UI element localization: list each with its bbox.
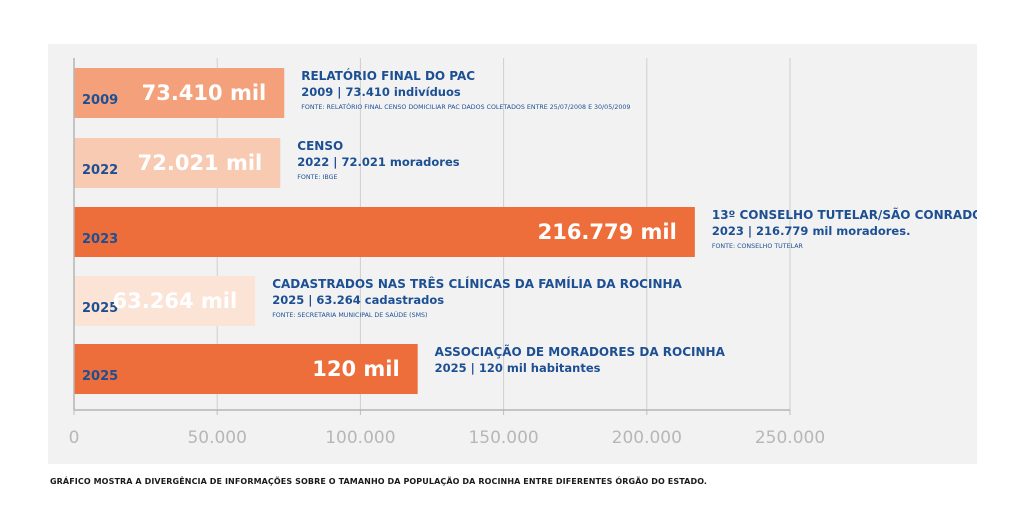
bar bbox=[74, 68, 285, 118]
x-tick-label: 250.000 bbox=[755, 428, 825, 448]
bar-layer: 2009 73.410 mil 2022 72.021 mil 2023 216.779 … bbox=[74, 68, 695, 394]
population-bar-chart: 2009 73.410 mil 2022 72.021 mil 2023 216.779 … bbox=[69, 58, 977, 448]
annotation-source: FONTE: IBGE bbox=[297, 174, 337, 181]
bar-value-label: 72.021 mil bbox=[138, 151, 263, 175]
annotation-title: RELATÓRIO FINAL DO PAC bbox=[301, 68, 475, 83]
bar bbox=[74, 344, 418, 394]
annotation-title: CENSO bbox=[297, 139, 343, 153]
annotation-subtitle: 2009 | 73.410 indivíduos bbox=[301, 85, 461, 99]
x-tick-label: 200.000 bbox=[612, 428, 682, 448]
bar-year-label: 2023 bbox=[82, 232, 118, 247]
bar-year-label: 2025 bbox=[82, 369, 118, 384]
bar-year-label: 2025 bbox=[82, 301, 118, 316]
annotation-source: FONTE: SECRETARIA MUNICIPAL DE SAÚDE (SM… bbox=[272, 310, 427, 319]
annotation-subtitle: 2022 | 72.021 moradores bbox=[297, 155, 460, 169]
bar-year-label: 2022 bbox=[82, 163, 118, 178]
bar-year-label: 2009 bbox=[82, 93, 118, 108]
bar-value-label: 120 mil bbox=[312, 357, 399, 381]
x-tick-label: 0 bbox=[69, 428, 80, 448]
annotation-subtitle: 2025 | 120 mil habitantes bbox=[435, 361, 601, 375]
bar-value-label: 73.410 mil bbox=[142, 81, 267, 105]
bar-value-label: 63.264 mil bbox=[113, 289, 238, 313]
annotation-title: 13º CONSELHO TUTELAR/SÃO CONRADO bbox=[712, 207, 977, 222]
annotation-title: CADASTRADOS NAS TRÊS CLÍNICAS DA FAMÍLIA… bbox=[272, 276, 682, 291]
annotation-layer: RELATÓRIO FINAL DO PAC 2009 | 73.410 indi… bbox=[272, 68, 977, 375]
x-tick-label: 50.000 bbox=[187, 428, 246, 448]
annotation-title: ASSOCIAÇÃO DE MORADORES DA ROCINHA bbox=[435, 344, 726, 359]
axis-layer: 0 50.000 100.000 150.000 200.000 250.000 bbox=[69, 58, 825, 448]
chart-caption: GRÁFICO MOSTRA A DIVERGÊNCIA DE INFORMAÇ… bbox=[50, 477, 708, 486]
bar bbox=[74, 207, 695, 257]
bar bbox=[74, 276, 256, 326]
chart-panel: 2009 73.410 mil 2022 72.021 mil 2023 216.779 … bbox=[48, 44, 977, 464]
x-tick-label: 150.000 bbox=[468, 428, 538, 448]
annotation-subtitle: 2025 | 63.264 cadastrados bbox=[272, 293, 444, 307]
bar bbox=[74, 138, 281, 188]
x-tick-label: 100.000 bbox=[325, 428, 395, 448]
annotation-source: FONTE: RELATÓRIO FINAL CENSO DOMICILIAR … bbox=[301, 102, 630, 111]
annotation-source: FONTE: CONSELHO TUTELAR bbox=[712, 243, 804, 250]
bar-value-label: 216.779 mil bbox=[538, 220, 677, 244]
annotation-subtitle: 2023 | 216.779 mil moradores. bbox=[712, 224, 911, 238]
